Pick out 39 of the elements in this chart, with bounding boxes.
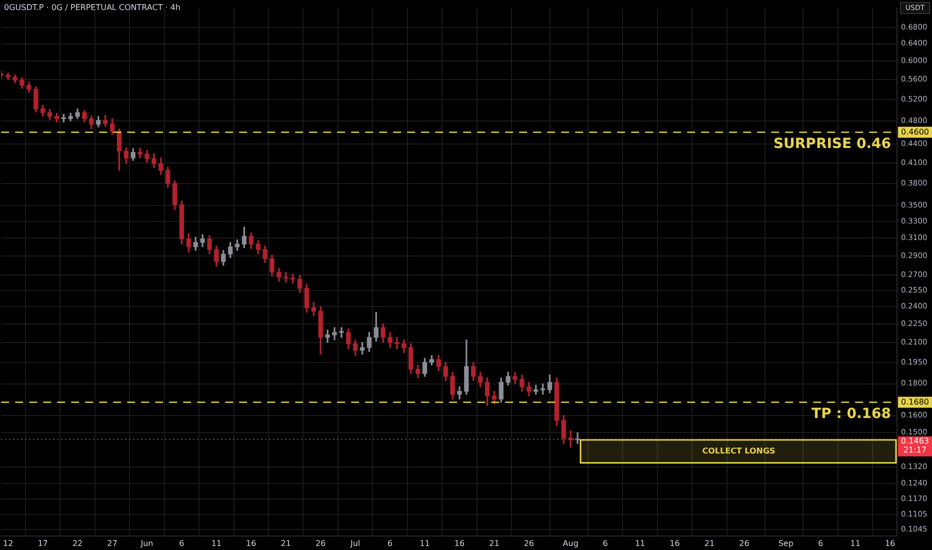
ref-line-label: TP : 0.168 [812, 406, 891, 422]
x-tick-label: 12 [2, 538, 14, 548]
x-tick-label: Aug [562, 538, 578, 548]
x-tick-label: 22 [72, 538, 83, 548]
band-label: COLLECT LONGS [702, 446, 776, 456]
x-tick-label: 26 [739, 538, 750, 548]
x-tick-label: Sep [778, 538, 794, 548]
x-tick-label: Jun [140, 538, 154, 548]
text: 21:17 [903, 445, 927, 454]
x-tick-label: Jul [349, 538, 360, 548]
x-tick-label: 6 [179, 538, 184, 548]
annotation: 0.1680 [901, 397, 929, 406]
x-tick-label: 16 [884, 538, 896, 548]
x-tick-label: 6 [818, 538, 824, 548]
x-tick-label: 6 [387, 538, 393, 548]
x-tick-label: 11 [420, 538, 430, 548]
x-tick-label: 16 [454, 538, 465, 548]
candlestick [325, 330, 330, 343]
x-tick-label: 6 [602, 538, 608, 548]
x-tick-label: 26 [524, 538, 534, 548]
x-tick-label: 17 [38, 538, 48, 548]
text: 0.1463 [901, 436, 929, 446]
ref-line-label: SURPRISE 0.46 [773, 136, 891, 152]
chart-title: 0GUSDT.P · 0G / PERPETUAL CONTRACT · 4h [4, 3, 180, 12]
candlestick [138, 148, 142, 158]
annotation: 0.4600 [901, 127, 929, 136]
x-tick-label: 11 [634, 538, 646, 548]
x-tick-label: 21 [489, 538, 500, 548]
x-tick-label: 21 [704, 538, 715, 548]
x-tick-label: 16 [246, 538, 256, 548]
x-tick-label: 27 [107, 538, 118, 548]
x-tick-label: 16 [670, 538, 680, 548]
x-tick-label: 26 [316, 538, 326, 548]
candlestick [394, 337, 400, 350]
x-tick-label: 21 [280, 538, 291, 548]
candlestick [339, 327, 344, 338]
x-tick-label: 11 [850, 538, 860, 548]
x-tick-label: 11 [211, 538, 222, 548]
candlestick [332, 327, 337, 340]
